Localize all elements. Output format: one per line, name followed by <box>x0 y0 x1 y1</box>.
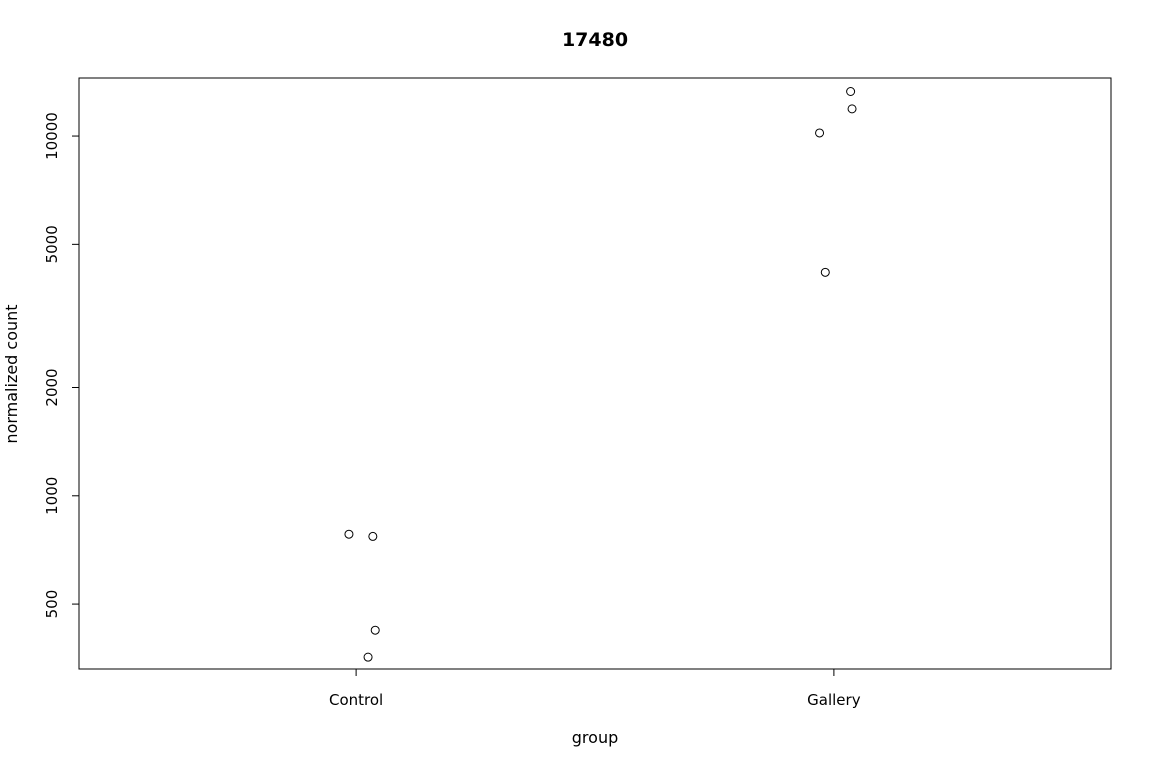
data-point <box>815 128 825 138</box>
y-tick-label: 10000 <box>43 112 61 160</box>
y-axis-label: normalized count <box>2 304 21 443</box>
chart-title: 17480 <box>562 29 628 51</box>
data-point <box>820 267 830 277</box>
data-point <box>846 86 856 96</box>
y-tick-label: 2000 <box>43 368 61 406</box>
data-point <box>368 531 378 541</box>
x-tick-label: Gallery <box>807 691 861 709</box>
x-axis-label: group <box>572 728 618 747</box>
y-tick-label: 500 <box>43 590 61 619</box>
data-point <box>344 529 354 539</box>
data-point <box>847 104 857 114</box>
data-point <box>363 652 373 662</box>
x-axis: Control Gallery <box>329 669 861 709</box>
plot-frame <box>78 77 1112 670</box>
data-point <box>370 625 380 635</box>
data-points <box>344 86 857 662</box>
y-tick-label: 1000 <box>43 477 61 515</box>
y-tick-label: 5000 <box>43 225 61 263</box>
x-tick-label: Control <box>329 691 383 709</box>
y-axis: 500 1000 2000 5000 10000 <box>43 112 79 618</box>
